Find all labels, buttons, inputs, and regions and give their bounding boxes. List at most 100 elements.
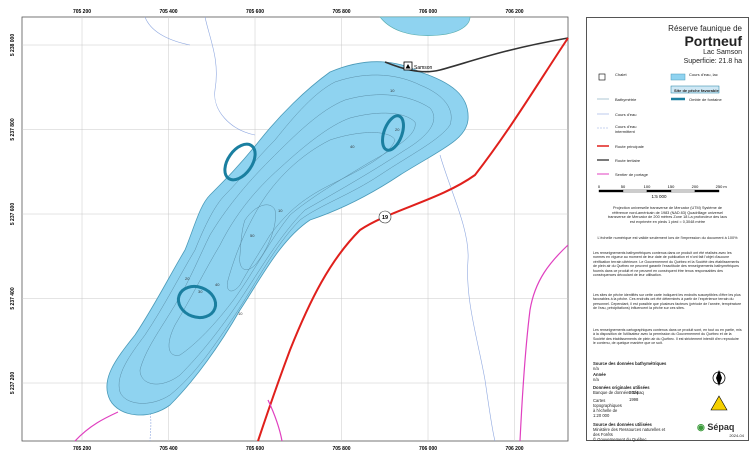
depth-label: 10 — [278, 208, 283, 213]
scale-label: 0 — [598, 184, 601, 189]
fishing-site — [381, 114, 405, 152]
source-value: Banque de données Sépaq 2024 — [593, 390, 742, 395]
depth-label: 40 — [215, 282, 220, 287]
source-value: n/a — [593, 376, 599, 382]
contour — [118, 74, 452, 404]
north-arrow — [716, 370, 722, 386]
grid-label: 706 000 — [419, 446, 437, 452]
depth-label: 10 — [238, 311, 243, 316]
source-year: 2024 — [629, 390, 639, 396]
source-value: © Gouvernement du Québec — [593, 437, 647, 443]
legend-item: Route principale — [615, 144, 644, 149]
paragraph: Les renseignements cartographiques conte… — [593, 328, 742, 346]
depth-label: 50 — [250, 233, 255, 238]
lake-north — [379, 16, 471, 36]
depth-label: 40 — [350, 144, 355, 149]
paragraph: Les renseignements bathymétriques conten… — [593, 251, 740, 278]
depth-labels: 10 20 40 50 10 20 30 40 10 — [185, 88, 400, 316]
legend-item: Omble de fontaine — [689, 97, 722, 102]
grid-label: 705 400 — [159, 9, 177, 15]
contour — [227, 132, 396, 292]
trail — [519, 244, 569, 442]
lake — [106, 61, 469, 416]
icons — [710, 370, 728, 411]
grid-label: 5 237 200 — [10, 372, 16, 394]
legend-item: Sentier de portage — [615, 172, 648, 177]
scale-ratio: 1:5 000 — [651, 194, 667, 199]
scale-segment — [670, 189, 696, 193]
symbol — [670, 73, 686, 81]
contour — [168, 112, 416, 356]
trail — [267, 399, 283, 442]
grid-label: 5 237 600 — [10, 203, 16, 225]
stream — [439, 154, 496, 442]
area: Superficie: 21.8 ha — [683, 58, 742, 65]
scale-label: m — [723, 184, 727, 189]
grid-label: 705 800 — [332, 446, 350, 452]
scale-label: 150 — [668, 184, 675, 189]
brand: ◉ Sépaq — [697, 422, 734, 433]
depth-label: 20 — [395, 127, 400, 132]
projection: Projection universelle transverse de Mer… — [607, 206, 728, 225]
grid-label: 705 200 — [73, 446, 91, 452]
grid-label: 706 200 — [505, 9, 523, 15]
route-label: 19 — [382, 215, 388, 221]
source-value: Banque de données Sépaq — [593, 390, 644, 396]
grid-label: 706 200 — [505, 446, 523, 452]
source-heading: Données originales utilisées — [593, 385, 650, 390]
grid-label: 5 237 400 — [10, 287, 16, 309]
contour — [139, 94, 435, 385]
grid-label: 705 400 — [159, 446, 177, 452]
warning-icon — [710, 395, 728, 411]
chalet-label: Samson — [414, 65, 433, 71]
fishing-site — [176, 284, 218, 320]
grid-label: 705 600 — [246, 446, 264, 452]
legend-symbols — [597, 73, 720, 175]
grid-label: 705 800 — [332, 9, 350, 15]
legend-item: Site de pêche favorable — [674, 88, 719, 93]
source-value: Cartes topographiques à l'échelle de 1:2… — [593, 398, 625, 419]
stream — [204, 16, 256, 136]
paragraph: Les sites de pêche identifiés sur cette … — [593, 293, 742, 311]
depth-label: 10 — [390, 88, 395, 93]
symbol — [598, 73, 606, 81]
chalet-icon — [405, 64, 411, 69]
legend-item: Cours d'eau intermittent — [615, 124, 637, 134]
source-heading: Source des données bathymétriques — [593, 361, 667, 366]
legend-item: Bathymétrie — [615, 97, 637, 102]
date: 2024-04 — [729, 433, 744, 438]
trail — [74, 411, 119, 442]
lake-name: Lac Samson — [703, 49, 742, 56]
stream — [144, 16, 191, 46]
source-heading: Année — [593, 371, 606, 377]
grid-label: 5 237 800 — [10, 118, 16, 140]
title: Portneuf — [684, 33, 742, 49]
title: Réserve faunique de — [668, 24, 742, 33]
grid-label: 705 600 — [246, 9, 264, 15]
scale-label: 200 — [692, 184, 699, 189]
trails — [74, 244, 569, 442]
route-shield — [378, 210, 392, 224]
depth-label: 20 — [185, 276, 190, 281]
scale-bar: 0 50 100 150 200 250 m 1:5 000 — [598, 184, 727, 199]
scale-label: 250 — [716, 184, 723, 189]
source-value: n/a — [593, 366, 599, 372]
scale-segment — [694, 189, 720, 193]
grid-label: 5 238 000 — [10, 34, 16, 56]
scale-note: L'échelle numérique est valide seulement… — [597, 236, 738, 240]
source-year: 1998 — [629, 397, 639, 402]
fishing-sites — [176, 114, 405, 320]
legend-item: Route tertiaire — [615, 158, 641, 163]
depth-label: 30 — [198, 289, 203, 294]
brand-mark: ◉ — [697, 422, 708, 432]
legend-item: Cours d'eau — [615, 112, 637, 117]
scale-segment — [622, 189, 648, 193]
grid-label: 705 200 — [73, 9, 91, 15]
fishing-site — [223, 142, 257, 182]
scale-label: 50 — [621, 184, 626, 189]
sources: Source des données bathymétriques n/a An… — [593, 361, 742, 443]
source-heading: Source des données utilisées — [593, 421, 652, 427]
source-value: Ministère des Ressources naturelles et d… — [593, 426, 666, 437]
